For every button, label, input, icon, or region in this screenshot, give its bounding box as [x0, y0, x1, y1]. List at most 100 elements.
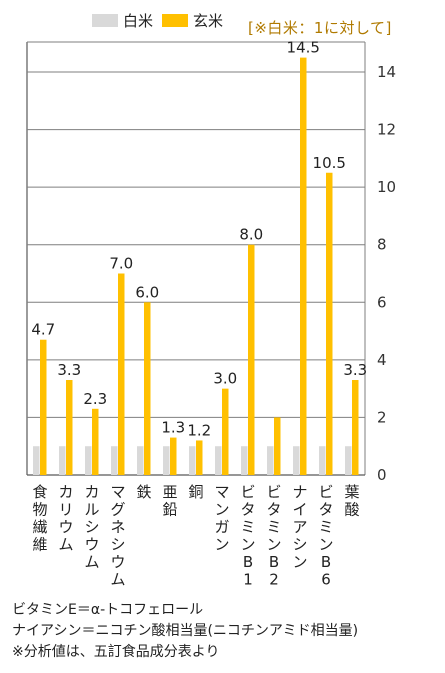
x-category-char: 銅 — [188, 483, 203, 501]
x-category-char: ビ — [318, 483, 333, 501]
y-tick-label: 10 — [377, 178, 396, 196]
x-category-char: B — [243, 553, 253, 571]
bar-white-rice — [345, 446, 352, 475]
x-category-char: ミ — [240, 518, 255, 536]
y-tick-label: 12 — [377, 121, 396, 139]
footnote-niacin: ナイアシン＝ニコチン酸相当量(ニコチンアミド相当量) — [12, 623, 359, 639]
footnotes: ビタミンE＝α-トコフェロール ナイアシン＝ニコチン酸相当量(ニコチンアミド相当… — [12, 600, 358, 663]
x-category-char: グ — [110, 501, 125, 519]
x-category-char: リ — [58, 501, 73, 519]
y-tick-label: 0 — [377, 466, 387, 484]
x-category-char: ウ — [58, 518, 73, 536]
x-category-char: タ — [266, 501, 281, 519]
x-category-char: ガ — [214, 518, 229, 536]
x-category-char: 鉛 — [162, 501, 177, 519]
y-tick-label: 8 — [377, 236, 387, 254]
bar-brown-rice — [118, 273, 125, 475]
x-category-char: 6 — [321, 571, 331, 589]
x-category-char: B — [321, 553, 331, 571]
x-category-char: カ — [58, 483, 73, 501]
x-category-char: シ — [84, 518, 99, 536]
x-category-char: ウ — [110, 553, 125, 571]
x-category-char: マ — [214, 483, 229, 501]
data-label: 10.5 — [313, 154, 346, 172]
x-category-char: 2 — [269, 571, 279, 589]
bars — [33, 57, 359, 475]
x-category-char: ビ — [266, 483, 281, 501]
bar-white-rice — [33, 446, 40, 475]
bar-brown-rice — [274, 417, 281, 475]
bar-brown-rice — [326, 172, 333, 475]
x-category-char: ミ — [266, 518, 281, 536]
legend-note: [※白米：1に対して] — [248, 19, 392, 37]
bar-brown-rice — [300, 57, 307, 475]
x-category-char: 繊 — [32, 518, 47, 536]
bar-white-rice — [137, 446, 144, 475]
bar-brown-rice — [144, 302, 151, 475]
x-category-char: シ — [110, 536, 125, 554]
x-category-char: ビ — [240, 483, 255, 501]
x-category-char: ン — [266, 536, 281, 554]
x-category-char: ン — [214, 536, 229, 554]
x-category-char: 食 — [32, 483, 47, 501]
x-category-char: ア — [292, 518, 307, 536]
x-category-char: カ — [84, 483, 99, 501]
x-category-char: 維 — [32, 536, 47, 554]
x-category-char: ナ — [292, 483, 307, 501]
x-category-char: ム — [58, 536, 73, 554]
bar-brown-rice — [196, 440, 203, 475]
data-label: 1.3 — [161, 419, 185, 437]
bar-white-rice — [319, 446, 326, 475]
x-category-char: ン — [240, 536, 255, 554]
y-tick-label: 6 — [377, 293, 387, 311]
bar-white-rice — [85, 446, 92, 475]
bar-brown-rice — [170, 437, 177, 475]
x-category-char: ミ — [318, 518, 333, 536]
x-category-char: ン — [318, 536, 333, 554]
x-category-char: ウ — [84, 536, 99, 554]
data-label: 4.7 — [31, 321, 55, 339]
x-category-char: タ — [240, 501, 255, 519]
legend-label-white-rice: 白米 — [123, 12, 154, 30]
data-label: 3.3 — [57, 361, 81, 379]
x-category-char: イ — [292, 501, 307, 519]
x-category-char: 鉄 — [136, 483, 151, 501]
x-category-char: 物 — [32, 501, 47, 519]
y-tick-label: 4 — [377, 351, 387, 369]
y-tick-label: 2 — [377, 408, 387, 426]
x-category-char: マ — [110, 483, 125, 501]
gridlines — [26, 41, 366, 476]
x-category-char: タ — [318, 501, 333, 519]
x-category-char: ル — [84, 501, 99, 519]
legend: 白米 玄米 [※白米：1に対して] — [0, 8, 445, 37]
legend-swatch-white-rice — [92, 14, 118, 27]
legend-item-white-rice: 白米 — [92, 10, 153, 31]
x-category-char: 葉 — [344, 483, 359, 501]
x-category-char: ン — [292, 553, 307, 571]
data-label: 14.5 — [287, 39, 320, 57]
bar-white-rice — [163, 446, 170, 475]
bar-brown-rice — [40, 339, 47, 475]
x-category-char: ム — [84, 553, 99, 571]
x-category-label: 亜鉛 — [162, 483, 177, 519]
y-axis-ticks: 0 2 4 6 8 10 12 14 — [377, 63, 396, 484]
bar-brown-rice — [92, 408, 99, 475]
bar-brown-rice — [352, 380, 359, 475]
bar-white-rice — [241, 446, 248, 475]
bar-white-rice — [189, 446, 196, 475]
x-category-char: 亜 — [162, 483, 177, 501]
x-category-label: 銅 — [188, 483, 203, 501]
bar-white-rice — [59, 446, 66, 475]
data-label: 6.0 — [135, 283, 159, 301]
x-category-char: B — [269, 553, 279, 571]
bar-white-rice — [215, 446, 222, 475]
legend-item-brown-rice: 玄米 — [162, 10, 223, 31]
data-label: 3.0 — [213, 370, 237, 388]
data-label: 3.3 — [343, 361, 367, 379]
